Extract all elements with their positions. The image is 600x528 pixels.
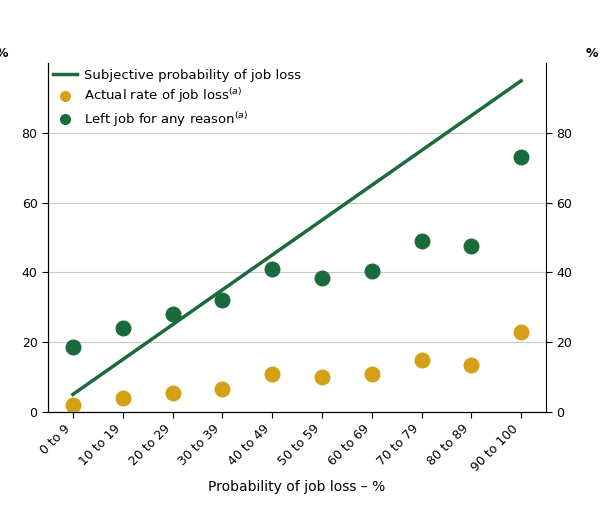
Point — [516, 153, 526, 162]
Point — [367, 267, 377, 275]
Point — [268, 369, 277, 378]
Point — [168, 310, 178, 318]
Text: %: % — [0, 47, 8, 60]
Point — [317, 373, 327, 381]
Point — [467, 361, 476, 369]
Point — [416, 237, 426, 246]
Text: %: % — [586, 47, 598, 60]
Point — [118, 324, 128, 333]
X-axis label: Probability of job loss – %: Probability of job loss – % — [208, 479, 386, 494]
Point — [218, 296, 227, 305]
Point — [367, 369, 377, 378]
Legend: Subjective probability of job loss, Actual rate of job loss$^{(a)}$, Left job fo: Subjective probability of job loss, Actu… — [48, 63, 306, 134]
Point — [218, 385, 227, 393]
Point — [268, 265, 277, 273]
Point — [68, 343, 78, 352]
Point — [68, 401, 78, 409]
Point — [118, 394, 128, 402]
Point — [317, 274, 327, 282]
Point — [467, 242, 476, 251]
Point — [416, 355, 426, 364]
Point — [168, 389, 178, 397]
Point — [516, 327, 526, 336]
